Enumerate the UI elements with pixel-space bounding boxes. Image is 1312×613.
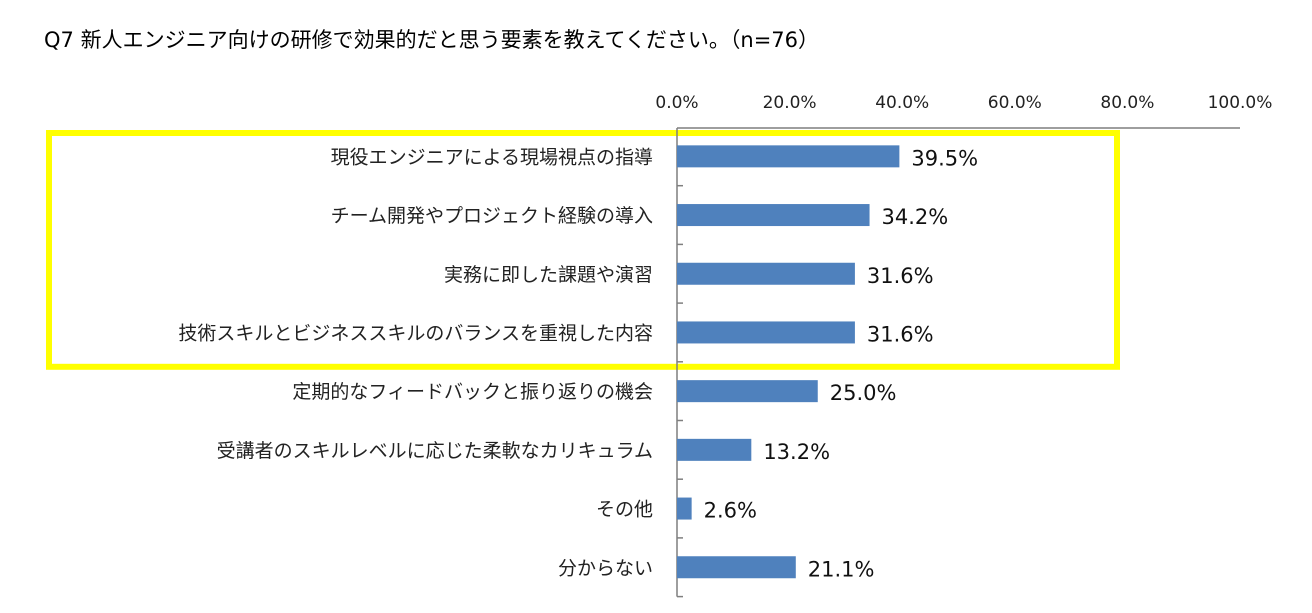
bar: [677, 321, 855, 344]
category-label: 定期的なフィードバックと振り返りの機会: [292, 381, 653, 403]
data-label: 25.0%: [830, 381, 897, 405]
bar: [677, 145, 900, 168]
category-label: 受講者のスキルレベルに応じた柔軟なカリキュラム: [217, 440, 653, 462]
data-label: 31.6%: [867, 264, 934, 288]
data-label: 39.5%: [911, 146, 978, 170]
data-label: 31.6%: [867, 322, 934, 346]
category-label: 分からない: [558, 557, 653, 579]
x-tick-label: 20.0%: [763, 93, 817, 113]
category-label: 技術スキルとビジネススキルのバランスを重視した内容: [178, 322, 653, 344]
chart-title: Q7 新人エンジニア向けの研修で効果的だと思う要素を教えてください。（n=76）: [44, 28, 820, 52]
bar: [677, 438, 752, 461]
category-label: 現役エンジニアによる現場視点の指導: [331, 146, 653, 168]
bar: [677, 556, 796, 579]
x-tick-label: 40.0%: [875, 93, 929, 113]
data-label: 21.1%: [808, 557, 875, 581]
data-label: 2.6%: [704, 499, 757, 523]
category-label: その他: [596, 499, 653, 521]
x-tick-label: 60.0%: [988, 93, 1042, 113]
data-label: 13.2%: [763, 440, 830, 464]
bar: [677, 204, 870, 227]
x-tick-label: 80.0%: [1100, 93, 1154, 113]
category-label: 実務に即した課題や演習: [444, 264, 653, 286]
category-label: チーム開発やプロジェクト経験の導入: [331, 205, 653, 227]
bar: [677, 497, 692, 520]
bar: [677, 262, 855, 285]
x-tick-label: 0.0%: [655, 93, 698, 113]
x-tick-label: 100.0%: [1208, 93, 1273, 113]
data-label: 34.2%: [882, 205, 949, 229]
bar: [677, 380, 818, 403]
highlight-frame: [46, 130, 1120, 370]
